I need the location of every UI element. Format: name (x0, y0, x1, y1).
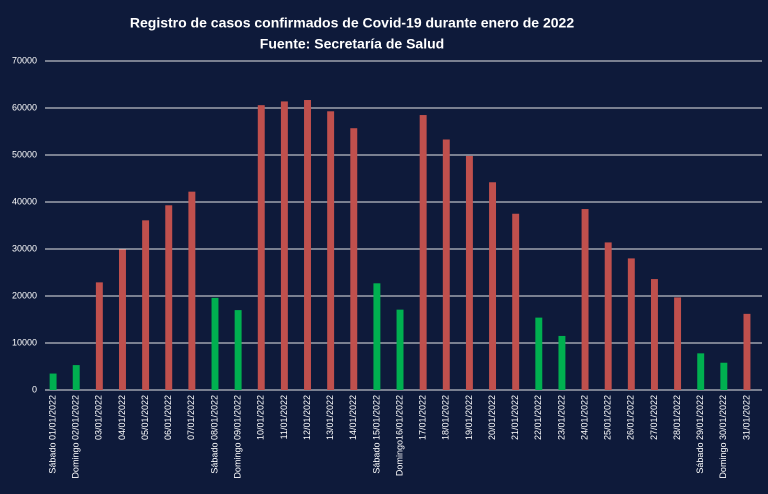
x-tick-label: 27/01/2022 (649, 395, 659, 440)
y-tick-label: 70000 (12, 55, 37, 65)
bar (280, 101, 288, 391)
x-tick-label: 22/01/2022 (533, 395, 543, 440)
x-tick-label: 03/01/2022 (94, 395, 104, 440)
x-tick-label: Domingo16/01/2022 (394, 395, 404, 476)
bar (674, 297, 682, 390)
bar (697, 353, 705, 390)
bar (558, 335, 566, 390)
bar (188, 191, 196, 390)
y-tick-label: 30000 (12, 243, 37, 253)
y-tick-label: 20000 (12, 290, 37, 300)
y-tick-label: 50000 (12, 149, 37, 159)
bar (95, 282, 103, 390)
x-tick-label: 21/01/2022 (510, 395, 520, 440)
x-tick-label: 12/01/2022 (302, 395, 312, 440)
x-tick-label: 10/01/2022 (256, 395, 266, 440)
x-tick-label: 06/01/2022 (163, 395, 173, 440)
bar (327, 111, 335, 390)
x-tick-label: 07/01/2022 (186, 395, 196, 440)
x-tick-label: 23/01/2022 (556, 395, 566, 440)
bar (442, 139, 450, 390)
y-tick-label: 0 (32, 384, 37, 394)
x-tick-label: 28/01/2022 (672, 395, 682, 440)
bar (142, 220, 150, 390)
x-tick-label: 11/01/2022 (279, 395, 289, 439)
x-tick-label: 19/01/2022 (464, 395, 474, 440)
bar (165, 205, 173, 390)
bar (535, 317, 543, 390)
x-tick-label: Domingo 30/01/2022 (718, 395, 728, 479)
x-tick-label: 25/01/2022 (603, 395, 613, 440)
y-tick-label: 10000 (12, 337, 37, 347)
chart-subtitle: Fuente: Secretaría de Salud (260, 36, 444, 52)
x-tick-label: 14/01/2022 (348, 395, 358, 440)
bar (489, 182, 497, 390)
x-tick-label: Sábado 15/01/2022 (371, 395, 381, 474)
bar (743, 313, 751, 390)
bar (465, 155, 473, 390)
x-tick-label: 26/01/2022 (626, 395, 636, 440)
y-tick-label: 60000 (12, 102, 37, 112)
bar (119, 249, 126, 390)
bar (72, 365, 80, 390)
bar (419, 115, 427, 391)
bar (350, 128, 358, 390)
bar (211, 297, 219, 390)
x-tick-label: Sábado 08/01/2022 (209, 395, 219, 474)
x-tick-label: 20/01/2022 (487, 395, 497, 440)
bar (234, 310, 242, 390)
bar (604, 242, 612, 390)
y-tick-label: 40000 (12, 196, 37, 206)
bar (304, 100, 311, 390)
bar (720, 362, 728, 390)
bar (49, 373, 57, 390)
x-tick-label: Domingo 02/01/2022 (71, 395, 81, 479)
bar (373, 283, 381, 390)
bar (650, 279, 658, 390)
bar (512, 213, 520, 390)
x-tick-label: 17/01/2022 (418, 395, 428, 440)
bar (581, 209, 589, 390)
x-tick-label: 24/01/2022 (579, 395, 589, 440)
bar (257, 105, 265, 391)
x-tick-label: 05/01/2022 (140, 395, 150, 440)
x-tick-label: 31/01/2022 (741, 395, 751, 440)
x-tick-label: Sábado 01/01/2022 (47, 395, 57, 474)
x-tick-label: 04/01/2022 (117, 395, 127, 440)
x-tick-label: Sábado 29/01/2022 (695, 395, 705, 474)
bar (396, 309, 404, 390)
x-tick-label: 13/01/2022 (325, 395, 335, 440)
bar (627, 258, 635, 390)
x-tick-label: Domingo 09/01/2022 (233, 395, 243, 479)
chart-title: Registro de casos confirmados de Covid-1… (130, 15, 574, 31)
x-tick-label: 18/01/2022 (441, 395, 451, 440)
